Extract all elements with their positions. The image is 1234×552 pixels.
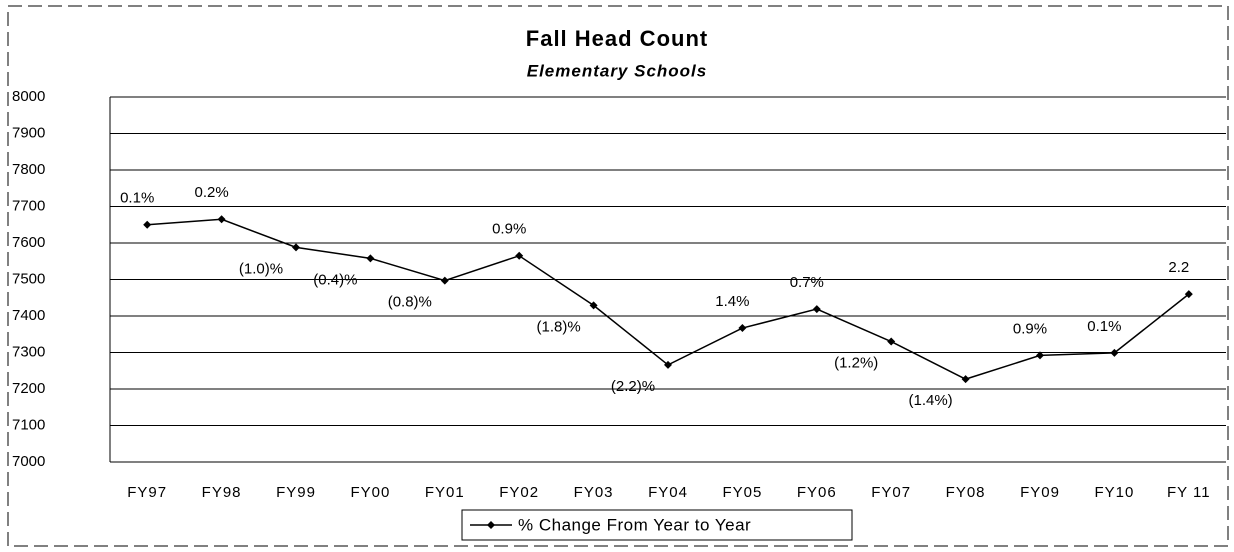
data-point (366, 254, 375, 263)
point-label: (1.0)% (239, 260, 283, 277)
point-label: (0.4)% (313, 271, 357, 288)
y-tick-label: 7900 (12, 124, 45, 141)
y-tick-label: 7200 (12, 380, 45, 397)
point-label: 0.1% (120, 190, 154, 207)
data-point (217, 215, 226, 224)
point-label: 0.2% (194, 184, 228, 201)
chart-title: Fall Head Count (526, 26, 708, 51)
legend-marker (487, 521, 495, 529)
data-point (887, 337, 896, 346)
x-tick-label: FY98 (202, 484, 242, 501)
x-tick-label: FY01 (425, 484, 465, 501)
x-tick-label: FY05 (722, 484, 762, 501)
chart-subtitle: Elementary Schools (527, 61, 708, 80)
y-tick-label: 7600 (12, 234, 45, 251)
data-point (515, 251, 524, 260)
data-point (961, 375, 970, 384)
data-point (664, 360, 672, 369)
y-tick-label: 7300 (12, 343, 45, 360)
y-tick-label: 7500 (12, 270, 45, 287)
y-tick-label: 7100 (12, 416, 45, 433)
data-point (292, 243, 300, 252)
point-label: (2.2)% (611, 378, 655, 395)
point-label: 2.2 (1168, 259, 1189, 276)
legend-box (461, 509, 853, 541)
y-tick-label: 8000 (12, 88, 45, 105)
point-label: (1.2%) (834, 355, 878, 372)
data-point (589, 301, 598, 310)
point-label: 0.7% (790, 274, 824, 291)
x-tick-label: FY97 (127, 484, 167, 501)
data-point (812, 305, 821, 314)
y-tick-label: 7400 (12, 307, 45, 324)
data-point (1184, 290, 1193, 299)
data-point (1036, 351, 1044, 360)
y-tick-label: 7700 (12, 197, 45, 214)
x-tick-label: FY07 (871, 484, 911, 501)
point-label: (1.4%) (909, 392, 953, 409)
data-point (440, 276, 449, 285)
data-point (738, 324, 747, 333)
point-label: 0.1% (1087, 318, 1121, 335)
x-tick-label: FY 11 (1167, 484, 1211, 501)
legend-label: % Change From Year to Year (518, 515, 751, 534)
x-tick-label: FY04 (648, 484, 688, 501)
x-tick-label: FY06 (797, 484, 837, 501)
point-label: 0.9% (492, 221, 526, 238)
point-label: 1.4% (715, 293, 749, 310)
x-tick-label: FY10 (1094, 484, 1134, 501)
point-label: (1.8)% (537, 318, 581, 335)
x-tick-label: FY03 (574, 484, 614, 501)
y-tick-label: 7800 (12, 161, 45, 178)
x-tick-label: FY99 (276, 484, 316, 501)
point-label: 0.9% (1013, 320, 1047, 337)
data-point (1110, 348, 1119, 357)
x-tick-label: FY02 (499, 484, 539, 501)
y-tick-label: 7000 (12, 453, 45, 470)
x-tick-label: FY09 (1020, 484, 1060, 501)
x-tick-label: FY00 (350, 484, 390, 501)
chart-frame (7, 5, 1229, 547)
x-tick-label: FY08 (946, 484, 986, 501)
data-point (143, 220, 152, 229)
point-label: (0.8)% (388, 294, 432, 311)
